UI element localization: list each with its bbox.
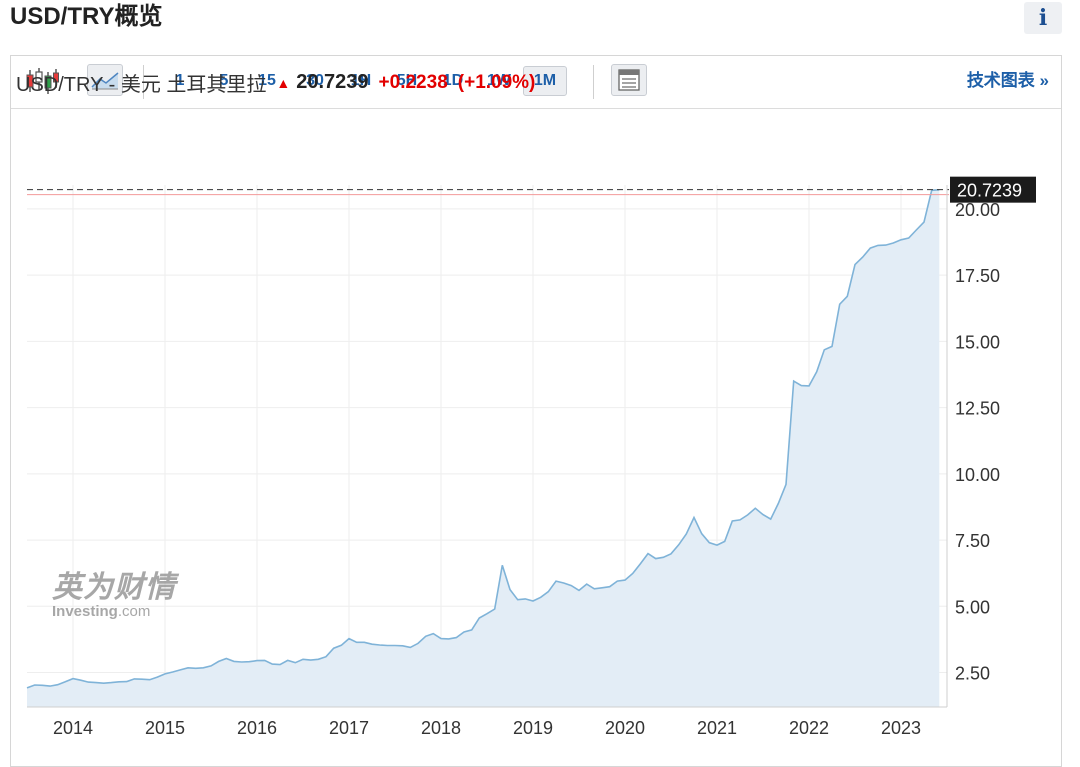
y-tick-label: 20.00	[955, 200, 1000, 220]
table-icon[interactable]	[611, 64, 647, 96]
interval-1m[interactable]: 1M	[523, 66, 567, 96]
x-tick-label: 2016	[237, 718, 277, 738]
x-tick-label: 2020	[605, 718, 645, 738]
x-tick-label: 2017	[329, 718, 369, 738]
page-title: USD/TRY概览	[10, 3, 163, 30]
interval-5[interactable]: 5	[219, 72, 229, 89]
interval-1[interactable]: 1	[175, 72, 185, 89]
y-tick-label: 2.50	[955, 664, 990, 684]
technical-chart-link[interactable]: 技术图表 »	[966, 71, 1049, 90]
y-tick-label: 7.50	[955, 531, 990, 551]
interval-1w[interactable]: 1W	[487, 72, 511, 89]
instrument-name: USD/TRY - 美元 土耳其里拉	[16, 74, 267, 96]
x-tick-label: 2022	[789, 718, 829, 738]
x-tick-label: 2019	[513, 718, 553, 738]
toolbar-divider	[143, 65, 144, 99]
y-tick-label: 12.50	[955, 399, 1000, 419]
x-tick-label: 2015	[145, 718, 185, 738]
candlestick-icon[interactable]	[25, 66, 59, 96]
y-tick-label: 5.00	[955, 597, 990, 617]
price-change: +0.2238	[378, 71, 448, 93]
quote-line: USD/TRY - 美元 土耳其里拉 ▲ 20.7239 +0.2238 (+1…	[16, 68, 535, 97]
chart-toolbar: 1 5 15 30 1H 5H 1D 1W 1M 技术图表 »	[11, 56, 1061, 109]
y-tick-label: 17.50	[955, 266, 1000, 286]
x-tick-label: 2023	[881, 718, 921, 738]
interval-15[interactable]: 15	[258, 72, 276, 89]
price-change-percent: (+1.09%)	[457, 71, 536, 93]
info-button[interactable]: i	[1024, 2, 1062, 34]
price-tag-box	[950, 176, 1036, 203]
interval-1d[interactable]: 1D	[442, 72, 464, 89]
interval-1h[interactable]: 1H	[350, 72, 372, 89]
last-price: 20.7239	[296, 71, 369, 93]
x-tick-label: 2021	[697, 718, 737, 738]
interval-30[interactable]: 30	[306, 72, 324, 89]
area-chart-icon[interactable]	[87, 64, 123, 96]
x-tick-label: 2018	[421, 718, 461, 738]
x-tick-label: 2014	[53, 718, 93, 738]
y-tick-label: 10.00	[955, 465, 1000, 485]
price-tag-label: 20.7239	[957, 181, 1022, 201]
series-line	[26, 189, 940, 689]
toolbar-divider	[593, 65, 594, 99]
up-arrow-icon: ▲	[276, 74, 291, 91]
series-area	[27, 189, 940, 708]
interval-5h[interactable]: 5H	[396, 72, 418, 89]
y-tick-label: 15.00	[955, 332, 1000, 352]
